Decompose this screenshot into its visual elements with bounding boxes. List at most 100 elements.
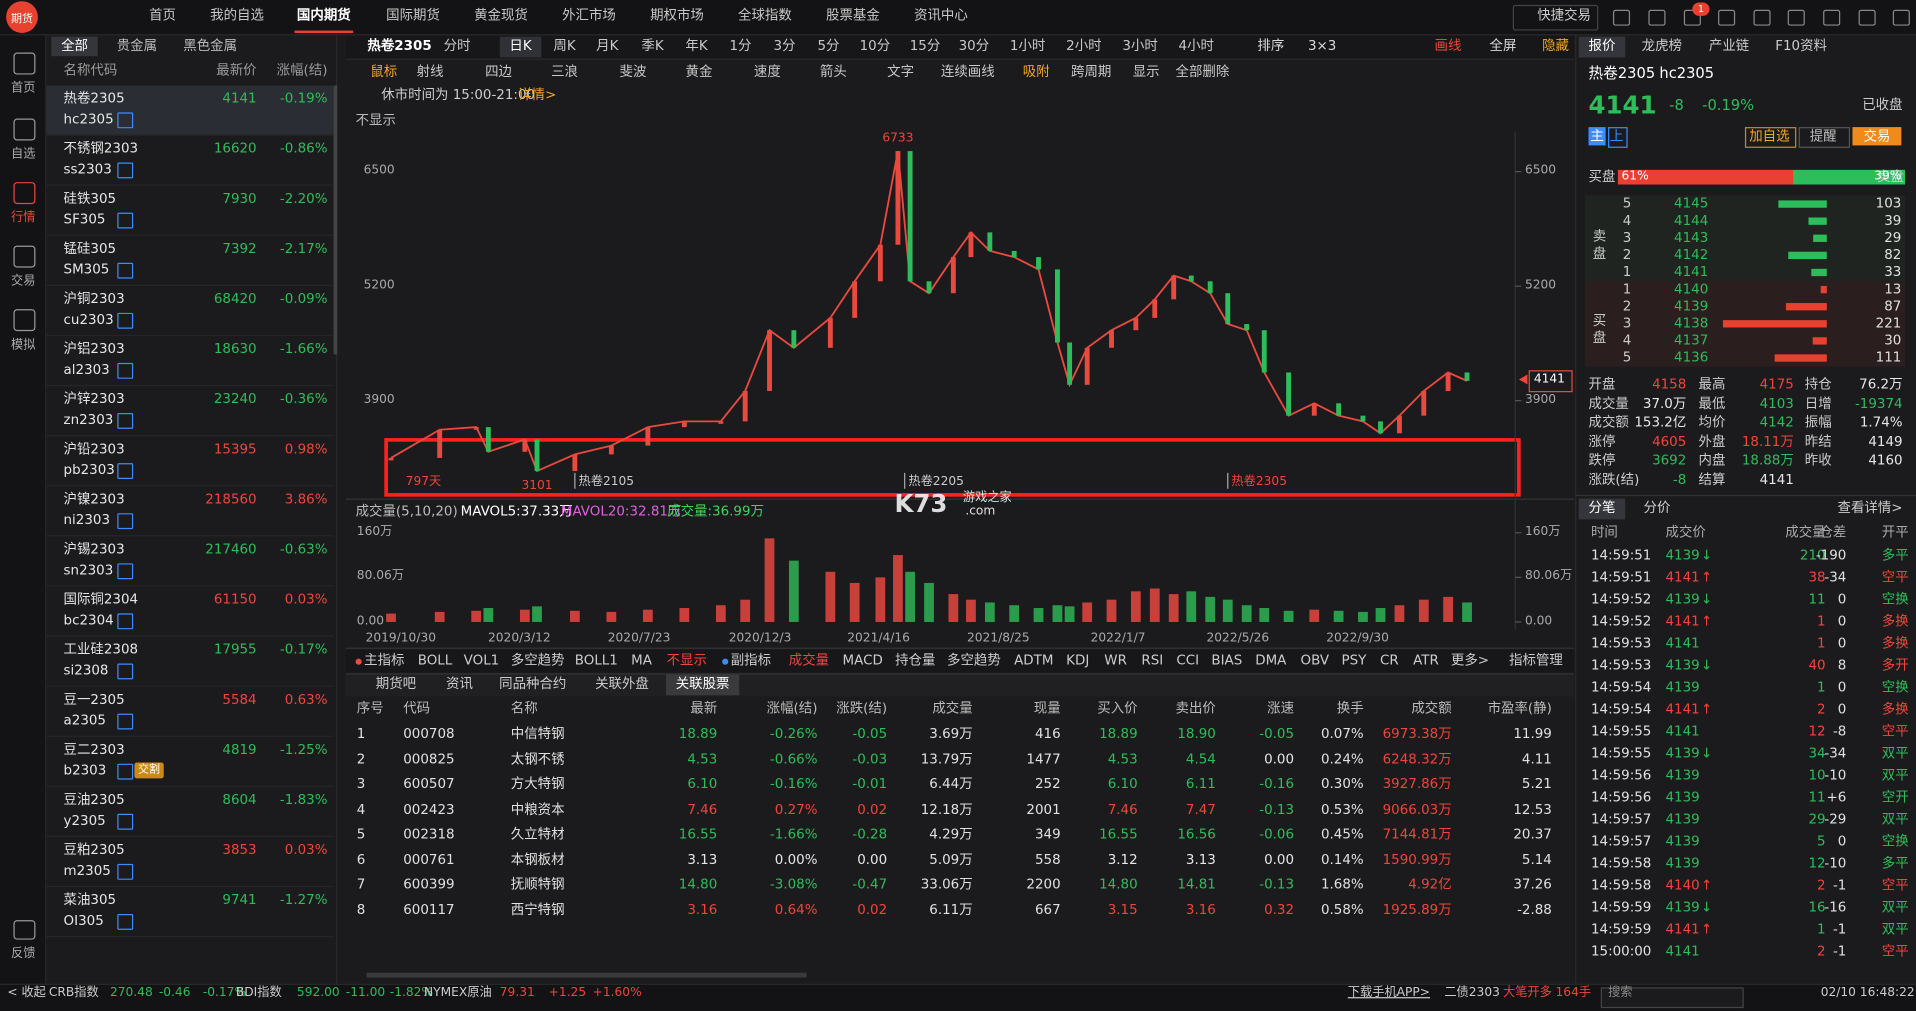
watchlist-row[interactable] — [46, 85, 334, 136]
notice-link[interactable]: 详情> — [518, 86, 557, 103]
sidebar-icon[interactable] — [13, 309, 36, 332]
watchlist-tab[interactable]: 全部 — [61, 37, 88, 54]
sub-indicator[interactable]: 持仓量 — [895, 652, 936, 669]
main-indicator[interactable]: VOL1 — [463, 652, 500, 669]
nav-tab[interactable]: 黄金现货 — [474, 7, 528, 24]
nav-tab[interactable]: 全球指数 — [738, 7, 792, 24]
watchlist-row[interactable] — [46, 486, 334, 537]
main-indicator[interactable]: 多空趋势 — [510, 652, 565, 669]
nav-tab[interactable]: 股票基金 — [826, 7, 880, 24]
search[interactable]: 搜索 — [1608, 986, 1633, 1000]
period-tab[interactable]: 月K — [596, 37, 619, 54]
period-tab[interactable]: 年K — [685, 37, 708, 54]
main-indicator[interactable]: BOLL1 — [574, 652, 618, 669]
search-box[interactable] — [1600, 987, 1744, 1009]
draw-tool[interactable]: 三浪 — [551, 63, 578, 80]
watchlist-row[interactable] — [46, 837, 334, 888]
sub-indicator[interactable]: BIAS — [1211, 652, 1243, 669]
nav-tab[interactable]: 首页 — [149, 7, 176, 24]
draw-button[interactable]: 画线 — [1434, 37, 1462, 54]
main-indicator[interactable]: MA — [631, 652, 652, 669]
nav-tab[interactable]: 国内期货 — [296, 7, 351, 24]
draw-tool[interactable]: 全部删除 — [1175, 63, 1230, 80]
watchlist-row[interactable] — [46, 386, 334, 437]
period-tab[interactable]: 1分 — [729, 37, 752, 54]
period-tab[interactable]: 1小时 — [1009, 37, 1046, 54]
watchlist-row[interactable] — [46, 236, 334, 286]
trades-tab[interactable]: 分价 — [1643, 499, 1671, 516]
trades-detail[interactable]: 查看详情> — [1837, 499, 1903, 516]
hide-button[interactable]: 隐藏 — [1542, 37, 1569, 54]
period-tab[interactable]: 分时 — [443, 37, 471, 54]
period-tab[interactable]: 4小时 — [1178, 37, 1214, 54]
period-tab[interactable]: 周K — [553, 37, 576, 54]
download-app[interactable]: 下载手机APP> — [1347, 986, 1431, 1000]
sub-indicator[interactable]: 更多> — [1450, 652, 1490, 669]
draw-tool[interactable]: 连续画线 — [940, 63, 995, 80]
up-button[interactable] — [1608, 127, 1628, 148]
indicator-manage[interactable]: 指标管理 — [1509, 652, 1563, 669]
sidebar-item[interactable]: 交易 — [10, 274, 36, 289]
watchlist-row[interactable] — [46, 887, 334, 938]
period-tab[interactable]: 3分 — [773, 37, 796, 54]
collapse[interactable]: < 收起 — [7, 986, 46, 1000]
period-tab[interactable]: 3小时 — [1122, 37, 1158, 54]
watchlist-row[interactable] — [46, 286, 334, 337]
draw-tool[interactable]: 斐波 — [619, 63, 647, 80]
quote-tab[interactable]: 龙虎榜 — [1641, 37, 1683, 54]
sidebar-item[interactable]: 首页 — [10, 81, 36, 96]
sidebar-icon[interactable] — [13, 245, 36, 268]
period-tab[interactable]: 2小时 — [1066, 37, 1102, 54]
layout-button[interactable]: 3×3 — [1307, 37, 1337, 54]
draw-tool[interactable]: 黄金 — [685, 63, 713, 80]
fullscreen-button[interactable]: 全屏 — [1489, 37, 1517, 54]
alert-button[interactable] — [1798, 127, 1851, 148]
sub-indicator[interactable]: 多空趋势 — [947, 652, 1001, 669]
main-button[interactable] — [1588, 127, 1606, 146]
draw-tool[interactable]: 显示 — [1132, 63, 1160, 80]
trades-tab[interactable]: 分笔 — [1588, 499, 1616, 516]
watchlist-row[interactable] — [46, 186, 334, 236]
draw-tool[interactable]: 射线 — [416, 63, 444, 80]
sub-indicator[interactable]: 成交量 — [788, 652, 830, 669]
draw-tool[interactable]: 文字 — [887, 63, 915, 80]
period-tab[interactable]: 5分 — [817, 37, 840, 54]
draw-tool[interactable]: 跨周期 — [1071, 63, 1112, 80]
sidebar-item[interactable]: 自选 — [10, 147, 36, 162]
quote-tab[interactable]: 产业链 — [1708, 37, 1750, 54]
sub-indicator[interactable]: WR — [1104, 652, 1127, 669]
sidebar-icon[interactable] — [13, 920, 36, 940]
period-tab[interactable]: 10分 — [859, 37, 891, 54]
sidebar-item[interactable]: 模拟 — [10, 338, 36, 352]
period-tab[interactable]: 日K — [509, 37, 532, 54]
watchlist-row[interactable] — [46, 136, 334, 186]
watchlist-row[interactable] — [46, 336, 334, 387]
quote-tab[interactable]: F10资料 — [1775, 37, 1827, 54]
sub-indicator[interactable]: RSI — [1141, 652, 1164, 669]
sort-button[interactable]: 排序 — [1257, 37, 1285, 54]
bottom-tab[interactable]: 资讯 — [446, 675, 473, 692]
sidebar-icon[interactable] — [13, 182, 36, 205]
quick-trade-button[interactable] — [1512, 4, 1599, 31]
nav-tab[interactable]: 资讯中心 — [914, 7, 968, 24]
sidebar-icon[interactable] — [13, 118, 36, 141]
toggle[interactable]: 不显示 — [355, 112, 396, 129]
sub-indicator[interactable]: CR — [1379, 652, 1399, 669]
quick-trade[interactable]: 快捷交易 — [1537, 7, 1591, 24]
sidebar-icon[interactable] — [13, 52, 36, 75]
sub-indicator[interactable]: OBV — [1300, 652, 1330, 669]
add-button[interactable] — [1744, 127, 1797, 148]
watchlist-tab[interactable]: 黑色金属 — [183, 37, 238, 54]
watchlist-row[interactable] — [46, 637, 334, 687]
watchlist-row[interactable] — [46, 436, 334, 487]
draw-tool[interactable]: 四边 — [485, 63, 512, 80]
nav-tab[interactable]: 期权市场 — [650, 7, 704, 24]
bottom-tab[interactable]: 关联股票 — [675, 675, 730, 692]
quote-tab[interactable]: 报价 — [1588, 37, 1616, 54]
trade-button[interactable] — [1852, 127, 1902, 146]
bottom-tab[interactable]: 同品种合约 — [499, 675, 567, 692]
sub-indicator[interactable]: MACD — [842, 652, 883, 669]
bottom-tab[interactable]: 期货吧 — [375, 675, 417, 692]
watchlist-row[interactable] — [46, 687, 334, 737]
watchlist-row[interactable] — [46, 787, 334, 838]
